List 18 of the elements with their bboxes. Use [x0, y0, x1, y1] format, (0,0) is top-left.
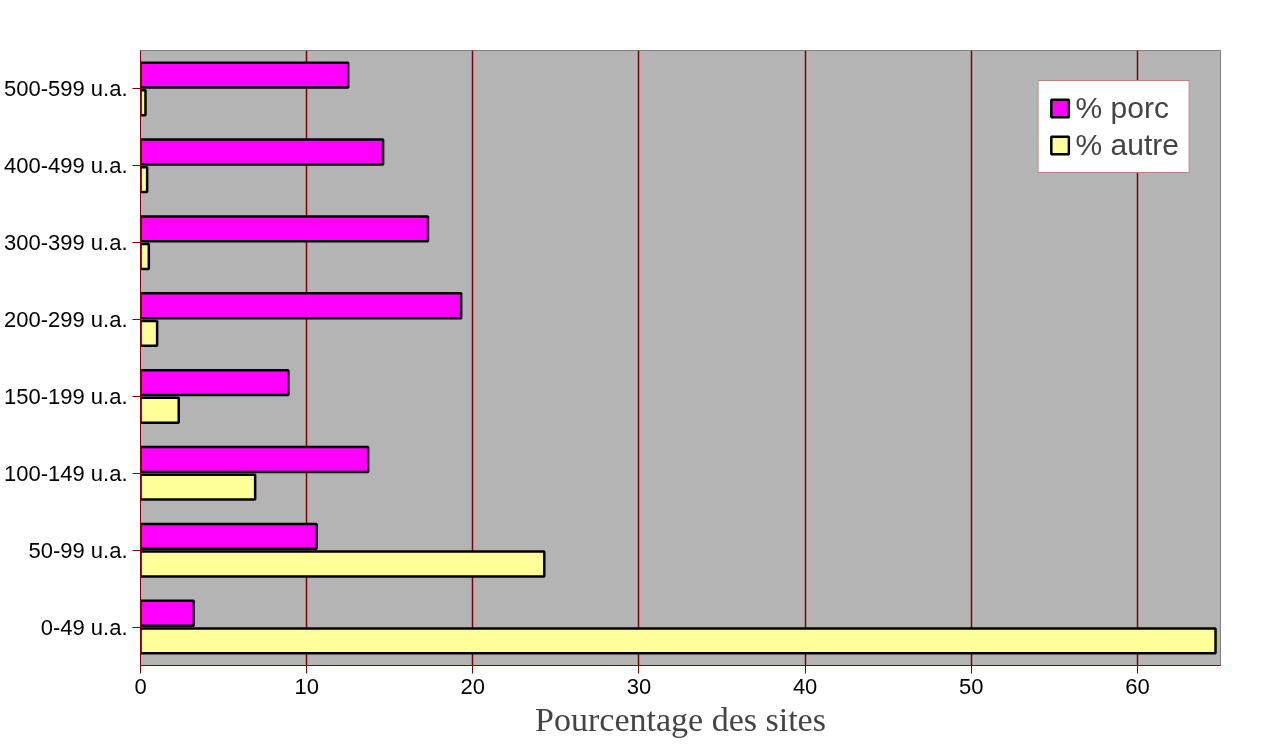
x-tick-label: 40 — [792, 673, 818, 699]
y-tick-label: 200-299 u.a. — [3, 307, 128, 333]
x-tick-label: 10 — [294, 673, 319, 699]
x-tick-label: 60 — [1125, 673, 1150, 699]
y-tick-label: 400-499 u.a. — [3, 153, 128, 179]
x-tick-label: 50 — [959, 673, 984, 699]
y-tick-label: 0-49 u.a. — [40, 614, 128, 640]
x-tick-label: 30 — [626, 673, 652, 699]
y-tick-label: 300-399 u.a. — [3, 230, 128, 256]
y-tick-label: 150-199 u.a. — [3, 383, 128, 409]
legend-label: % autre — [1075, 128, 1179, 162]
x-tick-label: 20 — [460, 673, 486, 699]
y-tick-label: 100-149 u.a. — [3, 460, 128, 486]
y-tick-label: 500-599 u.a. — [3, 76, 128, 102]
y-tick-label: 50-99 u.a. — [28, 537, 128, 563]
x-axis-title: Pourcentage des sites — [535, 700, 826, 738]
legend-label: % porc — [1075, 91, 1169, 125]
x-tick-label: 0 — [134, 673, 147, 699]
